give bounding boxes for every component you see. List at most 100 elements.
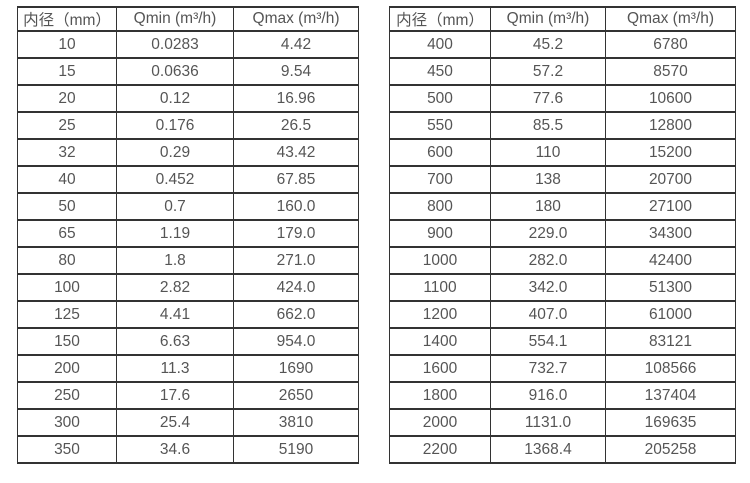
column-header: 内径（mm） xyxy=(17,6,117,32)
table-row: 250 17.6 2650 xyxy=(17,381,359,410)
table-cell: 800 xyxy=(389,192,491,221)
table-cell: 342.0 xyxy=(490,273,606,302)
table-row: 20 0.12 16.96 xyxy=(17,84,359,113)
table-cell: 15200 xyxy=(605,138,736,167)
table-cell: 662.0 xyxy=(233,300,359,329)
table-cell: 50 xyxy=(17,192,117,221)
table-cell: 169635 xyxy=(605,408,736,437)
table-cell: 150 xyxy=(17,327,117,356)
table-cell: 282.0 xyxy=(490,246,606,275)
header-row: 内径（mm） Qmin (m³/h) Qmax (m³/h) xyxy=(17,6,359,32)
table-row: 400 45.2 6780 xyxy=(389,30,736,59)
table-cell: 350 xyxy=(17,435,117,464)
table-cell: 8570 xyxy=(605,57,736,86)
table-cell: 1690 xyxy=(233,354,359,383)
table-cell: 65 xyxy=(17,219,117,248)
table-row: 450 57.2 8570 xyxy=(389,57,736,86)
table-row: 150 6.63 954.0 xyxy=(17,327,359,356)
table-cell: 5190 xyxy=(233,435,359,464)
table-cell: 20 xyxy=(17,84,117,113)
column-header: 内径（mm） xyxy=(389,6,491,32)
table-cell: 550 xyxy=(389,111,491,140)
table-cell: 1200 xyxy=(389,300,491,329)
table-cell: 15 xyxy=(17,57,117,86)
column-header: Qmax (m³/h) xyxy=(605,6,736,32)
table-cell: 32 xyxy=(17,138,117,167)
table-row: 32 0.29 43.42 xyxy=(17,138,359,167)
table-row: 1600 732.7 108566 xyxy=(389,354,736,383)
table-cell: 77.6 xyxy=(490,84,606,113)
table-row: 500 77.6 10600 xyxy=(389,84,736,113)
table-cell: 0.0636 xyxy=(116,57,234,86)
column-header: Qmin (m³/h) xyxy=(116,6,234,32)
table-cell: 11.3 xyxy=(116,354,234,383)
table-cell: 4.41 xyxy=(116,300,234,329)
table-cell: 110 xyxy=(490,138,606,167)
table-cell: 12800 xyxy=(605,111,736,140)
table-row: 80 1.8 271.0 xyxy=(17,246,359,275)
table-row: 700 138 20700 xyxy=(389,165,736,194)
table-row: 300 25.4 3810 xyxy=(17,408,359,437)
table-cell: 1.19 xyxy=(116,219,234,248)
table-row: 800 180 27100 xyxy=(389,192,736,221)
table-cell: 85.5 xyxy=(490,111,606,140)
table-cell: 407.0 xyxy=(490,300,606,329)
table-cell: 1.8 xyxy=(116,246,234,275)
table-cell: 61000 xyxy=(605,300,736,329)
table-row: 100 2.82 424.0 xyxy=(17,273,359,302)
table-cell: 0.12 xyxy=(116,84,234,113)
table-cell: 1131.0 xyxy=(490,408,606,437)
table-row: 1800 916.0 137404 xyxy=(389,381,736,410)
table-cell: 1600 xyxy=(389,354,491,383)
table-cell: 2.82 xyxy=(116,273,234,302)
table-row: 900 229.0 34300 xyxy=(389,219,736,248)
table-cell: 26.5 xyxy=(233,111,359,140)
table-cell: 34.6 xyxy=(116,435,234,464)
table-cell: 9.54 xyxy=(233,57,359,86)
table-row: 10 0.0283 4.42 xyxy=(17,30,359,59)
table-cell: 25.4 xyxy=(116,408,234,437)
column-header: Qmin (m³/h) xyxy=(490,6,606,32)
table-cell: 205258 xyxy=(605,435,736,464)
table-cell: 83121 xyxy=(605,327,736,356)
table-cell: 700 xyxy=(389,165,491,194)
flow-spec-table-large-diameters: 内径（mm） Qmin (m³/h) Qmax (m³/h) 400 45.2 6780 4… xyxy=(389,6,736,464)
table-cell: 10 xyxy=(17,30,117,59)
table-row: 600 110 15200 xyxy=(389,138,736,167)
table-cell: 34300 xyxy=(605,219,736,248)
table-cell: 2200 xyxy=(389,435,491,464)
table-cell: 450 xyxy=(389,57,491,86)
table-cell: 138 xyxy=(490,165,606,194)
table-cell: 200 xyxy=(17,354,117,383)
table-cell: 600 xyxy=(389,138,491,167)
table-cell: 2000 xyxy=(389,408,491,437)
table-cell: 1800 xyxy=(389,381,491,410)
table-cell: 1000 xyxy=(389,246,491,275)
table-cell: 40 xyxy=(17,165,117,194)
table-cell: 916.0 xyxy=(490,381,606,410)
table-cell: 42400 xyxy=(605,246,736,275)
table-cell: 0.7 xyxy=(116,192,234,221)
table-cell: 4.42 xyxy=(233,30,359,59)
table-cell: 2650 xyxy=(233,381,359,410)
table-cell: 100 xyxy=(17,273,117,302)
table-cell: 400 xyxy=(389,30,491,59)
table-cell: 1368.4 xyxy=(490,435,606,464)
table-cell: 0.29 xyxy=(116,138,234,167)
column-header: Qmax (m³/h) xyxy=(233,6,359,32)
table-cell: 900 xyxy=(389,219,491,248)
table-cell: 45.2 xyxy=(490,30,606,59)
table-cell: 10600 xyxy=(605,84,736,113)
table-cell: 954.0 xyxy=(233,327,359,356)
table-cell: 160.0 xyxy=(233,192,359,221)
table-cell: 16.96 xyxy=(233,84,359,113)
table-row: 2000 1131.0 169635 xyxy=(389,408,736,437)
table-cell: 1400 xyxy=(389,327,491,356)
table-row: 350 34.6 5190 xyxy=(17,435,359,464)
table-cell: 20700 xyxy=(605,165,736,194)
table-cell: 500 xyxy=(389,84,491,113)
table-row: 65 1.19 179.0 xyxy=(17,219,359,248)
table-cell: 271.0 xyxy=(233,246,359,275)
flow-spec-table-small-diameters: 内径（mm） Qmin (m³/h) Qmax (m³/h) 10 0.0283 4.42… xyxy=(17,6,359,464)
table-cell: 17.6 xyxy=(116,381,234,410)
